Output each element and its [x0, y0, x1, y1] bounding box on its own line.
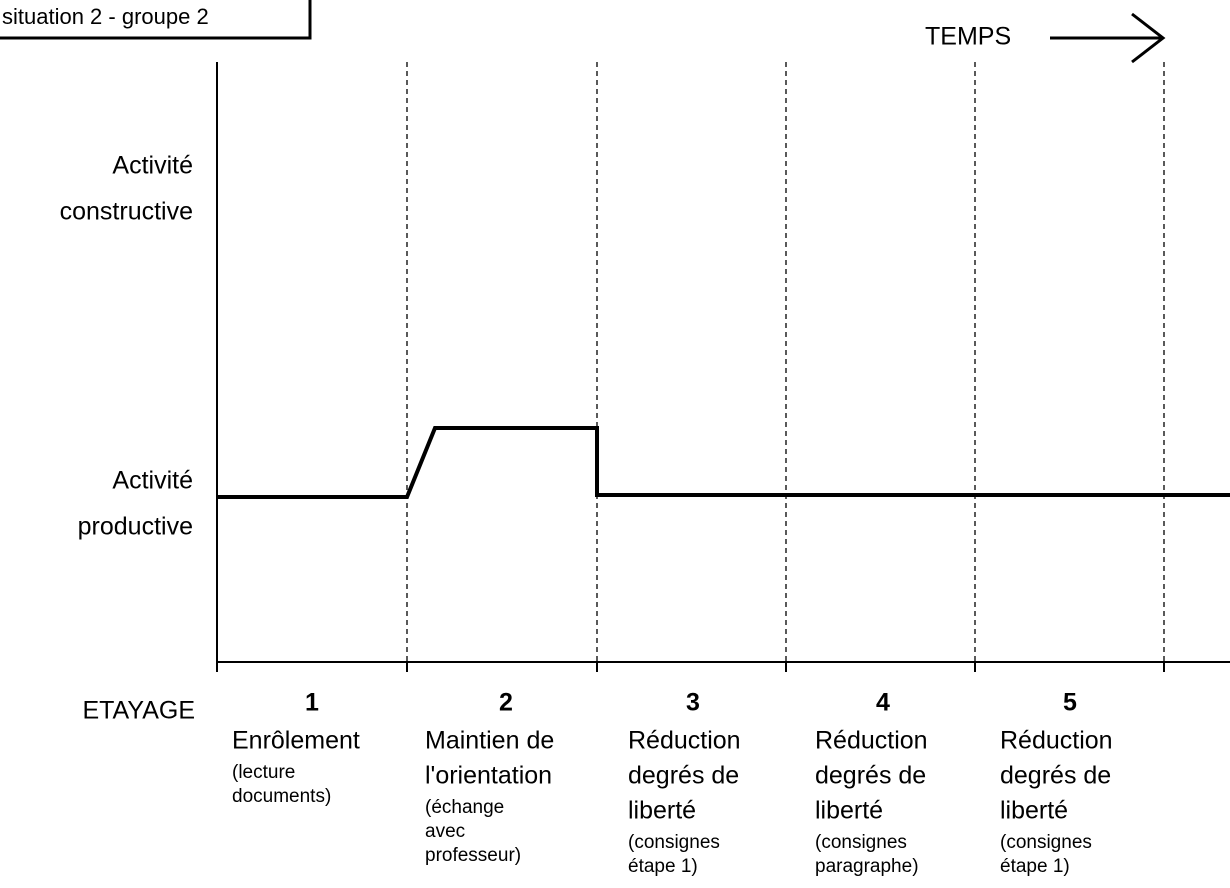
- step-detail: avec: [425, 821, 465, 842]
- time-label: TEMPS: [925, 23, 1011, 51]
- row-label: ETAYAGE: [82, 697, 195, 725]
- step-detail: (consignes: [628, 832, 720, 853]
- step-detail: documents): [232, 786, 331, 807]
- y-level-label: Activité: [112, 467, 193, 495]
- time-arrow: [1050, 12, 1166, 64]
- step-title: liberté: [628, 797, 696, 825]
- step-title: degrés de: [628, 762, 739, 790]
- step-detail: (consignes: [815, 832, 907, 853]
- step-detail: (lecture: [232, 762, 295, 783]
- dividers: [406, 62, 1165, 662]
- step-title: Réduction: [1000, 727, 1113, 755]
- step-title: Maintien de: [425, 727, 554, 755]
- step-title: liberté: [1000, 797, 1068, 825]
- axis-ticks: [216, 662, 1165, 672]
- step-title: Enrôlement: [232, 727, 360, 755]
- y-level-label: productive: [78, 513, 193, 541]
- step-title: Réduction: [628, 727, 741, 755]
- activity-line: [217, 426, 1230, 499]
- y-level-label: constructive: [60, 198, 193, 226]
- step-detail: (échange: [425, 797, 504, 818]
- step-detail: paragraphe): [815, 856, 919, 877]
- title-box: [0, 0, 312, 40]
- step-detail: étape 1): [628, 856, 698, 877]
- step-title: liberté: [815, 797, 883, 825]
- step-number: 2: [499, 689, 513, 717]
- step-title: l'orientation: [425, 762, 552, 790]
- y-level-label: Activité: [112, 152, 193, 180]
- step-number: 5: [1063, 689, 1077, 717]
- step-detail: (consignes: [1000, 832, 1092, 853]
- step-title: degrés de: [1000, 762, 1111, 790]
- step-number: 1: [305, 689, 319, 717]
- step-number: 4: [876, 689, 890, 717]
- step-detail: étape 1): [1000, 856, 1070, 877]
- title: situation 2 - groupe 2: [2, 4, 209, 29]
- step-title: degrés de: [815, 762, 926, 790]
- step-number: 3: [686, 689, 700, 717]
- step-detail: professeur): [425, 845, 521, 866]
- step-title: Réduction: [815, 727, 928, 755]
